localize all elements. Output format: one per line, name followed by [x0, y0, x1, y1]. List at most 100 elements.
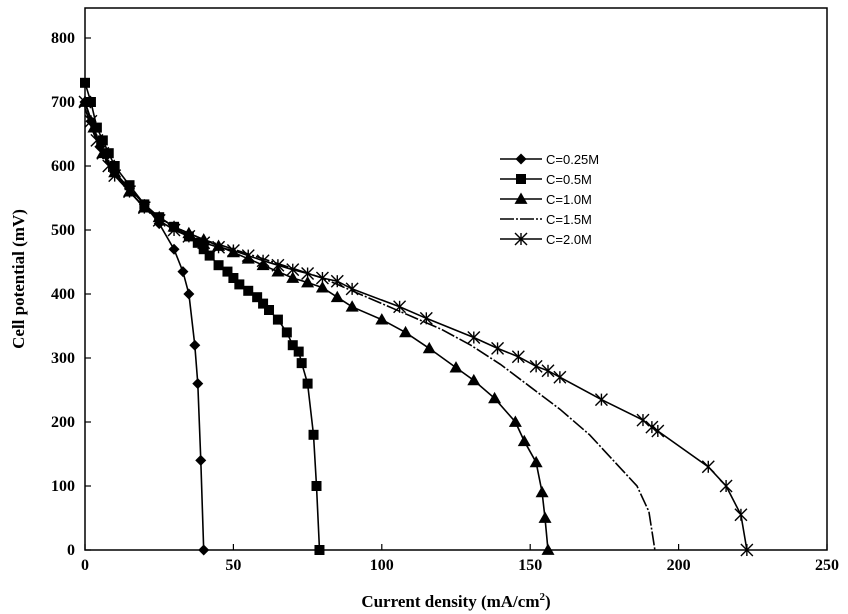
- data-point: [594, 393, 608, 407]
- data-point: [529, 359, 543, 373]
- x-axis-title-end: ): [545, 592, 551, 611]
- y-tick-label: 0: [67, 542, 75, 559]
- data-point: [719, 479, 733, 493]
- legend-entry: C=1.0M: [500, 192, 592, 207]
- legend-label: C=0.5M: [546, 172, 592, 187]
- data-point: [182, 229, 196, 243]
- data-point: [152, 213, 166, 227]
- data-point: [213, 260, 224, 271]
- series-line: [84, 101, 748, 551]
- axes: 0 50 100 150 200 250 0 100 200 300 400 500 600 700 800: [51, 30, 839, 574]
- data-point: [123, 185, 137, 199]
- data-point: [345, 300, 359, 312]
- data-point: [345, 282, 359, 296]
- data-point: [293, 346, 304, 357]
- x-tick-label: 250: [815, 557, 839, 574]
- y-tick-label: 600: [51, 158, 75, 175]
- data-point: [226, 243, 240, 257]
- y-tick-label: 300: [51, 350, 75, 367]
- data-point: [228, 273, 239, 283]
- legend: C=0.25M C=0.5M C=1.0M C=1.5M C=2.0M: [500, 152, 599, 247]
- y-tick-label: 500: [51, 222, 75, 239]
- x-axis-title: Current density (mA/cm2): [361, 591, 550, 611]
- x-tick-label: 100: [370, 557, 394, 574]
- legend-label: C=1.0M: [546, 192, 592, 207]
- legend-entry: C=0.5M: [500, 172, 592, 187]
- data-point: [192, 378, 204, 390]
- plot-frame: [84, 7, 828, 551]
- data-point: [243, 285, 254, 296]
- data-point: [651, 424, 665, 438]
- data-point: [467, 373, 481, 386]
- data-point: [301, 275, 315, 288]
- legend-marker: [516, 174, 526, 184]
- data-point: [449, 361, 463, 373]
- series-layer: [78, 77, 754, 557]
- data-point: [645, 420, 659, 434]
- data-point: [701, 460, 715, 474]
- data-point: [491, 341, 505, 355]
- y-tick-label: 800: [51, 30, 75, 47]
- data-point: [314, 545, 325, 555]
- series-line: [84, 101, 205, 551]
- x-tick-label: 150: [518, 557, 542, 574]
- data-point: [636, 413, 650, 427]
- legend-label: C=0.25M: [546, 152, 599, 167]
- data-point: [177, 266, 189, 278]
- data-point: [330, 274, 344, 288]
- y-tick-label: 700: [51, 94, 75, 111]
- data-point: [204, 250, 215, 261]
- data-point: [375, 313, 389, 325]
- data-point: [517, 434, 531, 447]
- data-point: [234, 279, 245, 290]
- data-point: [90, 133, 104, 147]
- data-point: [393, 300, 407, 314]
- data-point: [529, 455, 543, 468]
- legend-marker: [514, 192, 528, 204]
- x-axis-title-superscript: 2: [540, 591, 546, 603]
- x-tick-label: 200: [667, 557, 691, 574]
- data-point: [281, 327, 292, 338]
- series-5: [78, 95, 754, 557]
- data-point: [84, 114, 98, 128]
- data-point: [198, 544, 210, 556]
- data-point: [271, 258, 285, 272]
- data-point: [308, 429, 319, 440]
- x-tick-label: 50: [225, 557, 241, 574]
- data-point: [252, 292, 263, 303]
- data-point: [286, 271, 300, 283]
- data-point: [315, 281, 329, 293]
- data-point: [508, 415, 522, 427]
- data-point: [192, 237, 203, 248]
- data-point: [330, 290, 344, 303]
- y-tick-label: 200: [51, 414, 75, 431]
- data-point: [258, 298, 269, 309]
- data-point: [315, 271, 329, 285]
- data-point: [311, 481, 322, 491]
- data-point: [80, 77, 90, 88]
- data-point: [241, 249, 255, 263]
- legend-label: C=1.5M: [546, 212, 592, 227]
- legend-label: C=2.0M: [546, 232, 592, 247]
- data-point: [167, 223, 181, 237]
- data-point: [740, 543, 754, 557]
- data-point: [287, 340, 298, 351]
- data-point: [296, 358, 307, 369]
- data-point: [286, 263, 300, 277]
- data-point: [419, 311, 433, 325]
- data-point: [103, 148, 114, 159]
- data-point: [198, 244, 209, 255]
- legend-entry: C=1.5M: [500, 212, 592, 227]
- data-point: [256, 254, 270, 268]
- data-point: [302, 378, 313, 389]
- data-point: [264, 305, 275, 315]
- data-point: [535, 485, 549, 498]
- data-point: [85, 97, 96, 107]
- data-point: [87, 121, 101, 133]
- data-point: [137, 201, 151, 215]
- data-point: [96, 146, 110, 160]
- data-point: [553, 370, 567, 384]
- y-tick-label: 400: [51, 286, 75, 303]
- data-point: [541, 543, 555, 555]
- x-tick-label: 0: [81, 557, 89, 574]
